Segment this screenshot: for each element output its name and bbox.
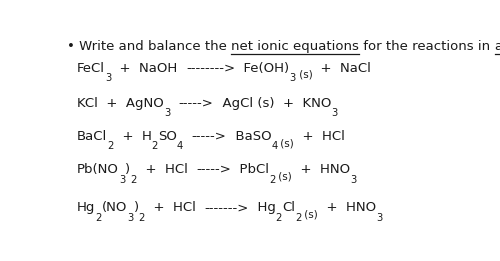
Text: 2: 2: [130, 175, 137, 185]
Text: 2: 2: [295, 213, 302, 223]
Text: Hg: Hg: [77, 201, 96, 214]
Text: SO: SO: [158, 130, 177, 143]
Text: +  NaOH: + NaOH: [112, 62, 186, 74]
Text: KCl  +  AgNO: KCl + AgNO: [77, 97, 164, 110]
Text: 3: 3: [350, 175, 356, 185]
Text: +  HCl: + HCl: [294, 130, 345, 143]
Text: ): ): [126, 163, 130, 176]
Text: (s): (s): [276, 171, 292, 181]
Text: ----->: ----->: [178, 97, 214, 110]
Text: 3: 3: [164, 108, 170, 118]
Text: ----->: ----->: [196, 163, 231, 176]
Text: aqueous solution: aqueous solution: [494, 40, 500, 53]
Text: 2: 2: [138, 213, 145, 223]
Text: 3: 3: [331, 108, 337, 118]
Text: +  HCl: + HCl: [137, 163, 196, 176]
Text: FeCl: FeCl: [77, 62, 105, 74]
Text: (s): (s): [296, 70, 312, 80]
Text: ): ): [134, 201, 138, 214]
Text: • Write and balance the: • Write and balance the: [67, 40, 232, 53]
Text: 3: 3: [290, 73, 296, 83]
Text: 2: 2: [96, 213, 102, 223]
Text: 2: 2: [269, 175, 276, 185]
Text: Pb(NO: Pb(NO: [77, 163, 119, 176]
Text: (s): (s): [278, 138, 294, 148]
Text: 2: 2: [108, 141, 114, 151]
Text: 3: 3: [128, 213, 134, 223]
Text: 3: 3: [119, 175, 126, 185]
Text: Fe(OH): Fe(OH): [236, 62, 290, 74]
Text: Hg: Hg: [249, 201, 276, 214]
Text: 3: 3: [376, 213, 382, 223]
Text: AgCl (s)  +  KNO: AgCl (s) + KNO: [214, 97, 331, 110]
Text: for the reactions in: for the reactions in: [359, 40, 494, 53]
Text: (s): (s): [302, 210, 318, 220]
Text: ----->: ----->: [192, 130, 226, 143]
Text: +  HNO: + HNO: [292, 163, 350, 176]
Text: 4: 4: [177, 141, 183, 151]
Text: -------->: -------->: [186, 62, 236, 74]
Text: PbCl: PbCl: [231, 163, 269, 176]
Text: net ionic equations: net ionic equations: [232, 40, 359, 53]
Text: +  H: + H: [114, 130, 152, 143]
Text: 4: 4: [271, 141, 278, 151]
Text: BaSO: BaSO: [226, 130, 271, 143]
Text: 3: 3: [105, 73, 112, 83]
Text: 2: 2: [152, 141, 158, 151]
Text: +  HNO: + HNO: [318, 201, 376, 214]
Text: ------->: ------->: [204, 201, 249, 214]
Text: +  NaCl: + NaCl: [312, 62, 372, 74]
Text: (NO: (NO: [102, 201, 128, 214]
Text: Cl: Cl: [282, 201, 295, 214]
Text: +  HCl: + HCl: [145, 201, 204, 214]
Text: 2: 2: [276, 213, 282, 223]
Text: BaCl: BaCl: [77, 130, 108, 143]
